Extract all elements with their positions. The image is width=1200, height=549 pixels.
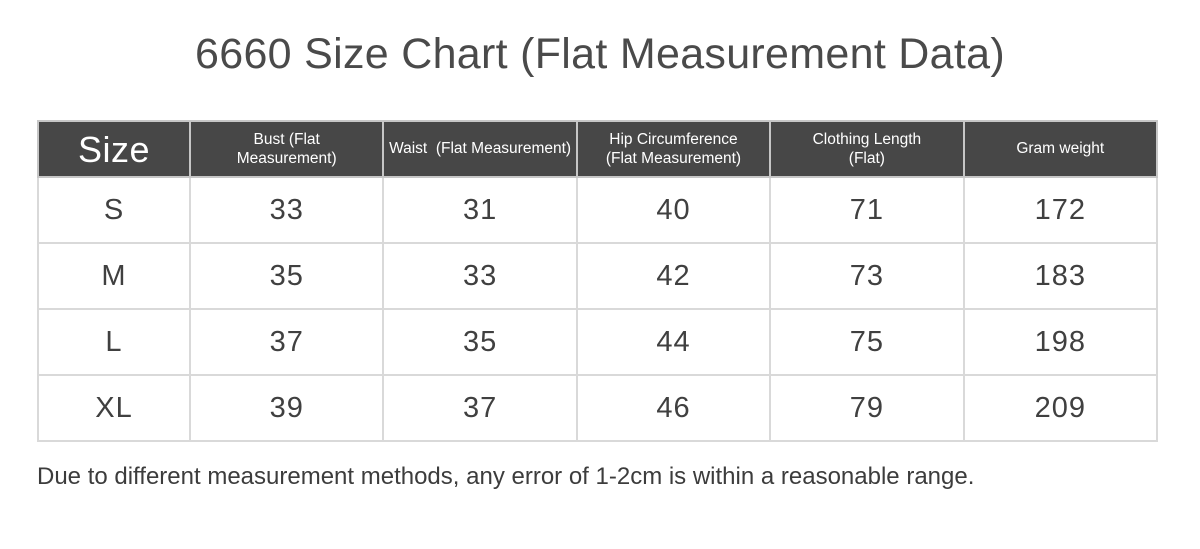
table-row: S 33 31 40 71 172 <box>37 176 1159 244</box>
table-header: Size Bust (Flat Measurement) Waist (Flat M… <box>37 120 1159 178</box>
measurement-value-cell: 33 <box>188 176 385 244</box>
size-label-cell: S <box>37 176 191 244</box>
measurement-value-cell: 172 <box>962 176 1159 244</box>
measurement-value-cell: 31 <box>382 176 578 244</box>
table-row: XL 39 37 46 79 209 <box>37 374 1159 442</box>
measurement-value-cell: 33 <box>382 242 578 310</box>
measurement-value-cell: 73 <box>769 242 965 310</box>
measurement-value-cell: 42 <box>575 242 772 310</box>
column-header-size: Size <box>37 120 191 178</box>
size-label-cell: XL <box>37 374 191 442</box>
page-title: 6660 Size Chart (Flat Measurement Data) <box>195 30 1005 78</box>
column-header-hip: Hip Circumference (Flat Measurement) <box>575 120 772 178</box>
measurement-value-cell: 46 <box>575 374 772 442</box>
measurement-value-cell: 39 <box>188 374 385 442</box>
header-row: Size Bust (Flat Measurement) Waist (Flat M… <box>37 120 1159 178</box>
table-row: M 35 33 42 73 183 <box>37 242 1159 310</box>
column-header-bust: Bust (Flat Measurement) <box>188 120 385 178</box>
measurement-value-cell: 71 <box>769 176 965 244</box>
measurement-value-cell: 79 <box>769 374 965 442</box>
size-chart-table: Size Bust (Flat Measurement) Waist (Flat M… <box>37 120 1159 442</box>
measurement-value-cell: 35 <box>382 308 578 376</box>
size-label-cell: L <box>37 308 191 376</box>
measurement-value-cell: 37 <box>382 374 578 442</box>
measurement-value-cell: 198 <box>962 308 1159 376</box>
measurement-value-cell: 183 <box>962 242 1159 310</box>
table-body: S 33 31 40 71 172 M 35 33 42 73 183 L 37 35 44 75 198 XL 39… <box>37 176 1159 442</box>
table-row: L 37 35 44 75 198 <box>37 308 1159 376</box>
column-header-gram-weight: Gram weight <box>962 120 1159 178</box>
measurement-value-cell: 44 <box>575 308 772 376</box>
column-header-waist: Waist (Flat Measurement) <box>382 120 578 178</box>
measurement-disclaimer: Due to different measurement methods, an… <box>37 463 975 490</box>
measurement-value-cell: 37 <box>188 308 385 376</box>
column-header-clothing-length: Clothing Length (Flat) <box>769 120 965 178</box>
size-label-cell: M <box>37 242 191 310</box>
measurement-value-cell: 40 <box>575 176 772 244</box>
measurement-value-cell: 35 <box>188 242 385 310</box>
measurement-value-cell: 75 <box>769 308 965 376</box>
measurement-value-cell: 209 <box>962 374 1159 442</box>
